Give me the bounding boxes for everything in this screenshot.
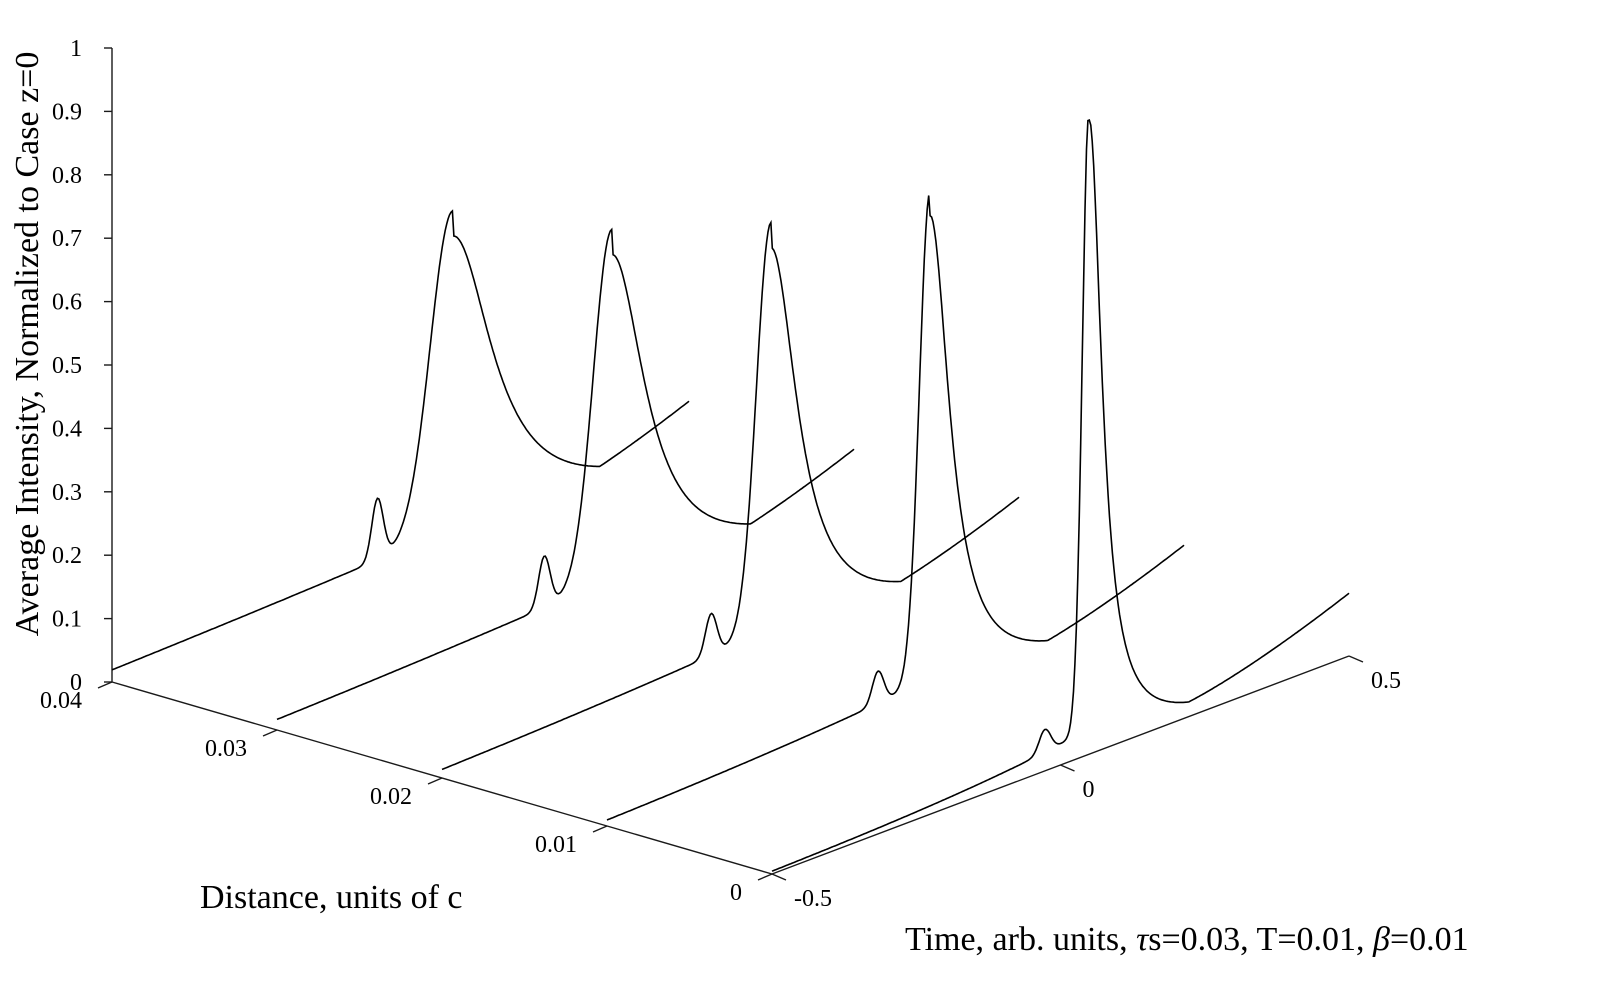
z-tick-label: 0.9 (52, 99, 82, 125)
z-tick-label: 0.6 (52, 290, 82, 316)
time-tick-mark (1348, 655, 1364, 663)
distance-tick-mark (427, 777, 443, 785)
z-tick-label: 0 (70, 670, 82, 696)
z-tick-label: 0.7 (52, 226, 82, 252)
distance-tick-label: 0.04 (40, 688, 82, 714)
beta-symbol: β (1372, 921, 1390, 958)
time-tick-mark (771, 873, 787, 881)
series-curves (111, 119, 1350, 872)
series-curve (441, 219, 1020, 771)
tick-labels: 0 0.1 0.2 0.3 0.4 0.5 0.6 0.7 0.8 0.9 1 0 0.01 0.02 0.… (40, 36, 1401, 912)
time-tick-label: 0.5 (1371, 668, 1401, 694)
distance-tick-label: 0 (730, 880, 742, 906)
distance-tick-mark (97, 681, 113, 689)
distance-tick-label: 0.01 (535, 832, 577, 858)
z-tick-label: 0.8 (52, 163, 82, 189)
time-tick-mark (1060, 764, 1075, 772)
time-tick-label: 0 (1083, 777, 1095, 803)
distance-axis-label: Distance, units of c (200, 879, 463, 916)
z-tick-label: 0.4 (52, 416, 82, 442)
distance-tick-label: 0.03 (205, 736, 247, 762)
z-tick-label: 1 (70, 36, 82, 62)
series-curve (606, 195, 1185, 821)
tick-marks (97, 47, 1364, 881)
time-axis-label-suffix: =0.01 (1390, 921, 1469, 958)
z-axis-label: Average Intensity, Normalized to Case z=… (9, 52, 46, 637)
axis-labels: Average Intensity, Normalized to Case z=… (9, 52, 1469, 958)
distance-tick-mark (757, 873, 773, 881)
tau-symbol: τ (1136, 921, 1150, 958)
time-tick-label: -0.5 (794, 886, 832, 912)
time-axis-label-mid: s=0.03, T=0.01, (1148, 921, 1373, 958)
distance-tick-mark (262, 729, 278, 737)
distance-tick-mark (592, 825, 608, 833)
time-axis-label-prefix: Time, arb. units, (905, 921, 1136, 958)
z-tick-label: 0.2 (52, 543, 82, 569)
z-tick-label: 0.5 (52, 353, 82, 379)
series-curve (771, 119, 1350, 872)
z-tick-label: 0.1 (52, 607, 82, 633)
time-axis-label: Time, arb. units, τs=0.03, T=0.01, β=0.0… (905, 921, 1469, 958)
series-curve (276, 227, 855, 721)
axes (111, 48, 1350, 875)
series-curve (111, 209, 690, 671)
distance-tick-label: 0.02 (370, 784, 412, 810)
z-tick-label: 0.3 (52, 480, 82, 506)
